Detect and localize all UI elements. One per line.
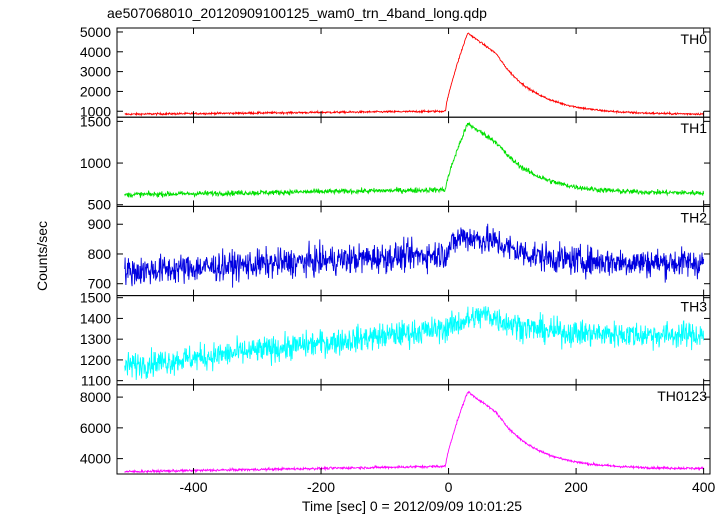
panel-th1: 500 1000 1500 TH1 [80,113,711,213]
y-tick-label: 1100 [81,373,111,389]
y-tick-label: 700 [88,276,112,292]
series-label-th3: TH3 [681,299,708,315]
series-line-th0123 [124,390,704,475]
panel-th3: 1100 1200 1300 1400 1500 TH3 [80,290,711,389]
y-tick-label: 900 [88,216,112,232]
series-line-th2 [124,223,705,288]
series-line-th0 [124,32,705,117]
series-label-th2: TH2 [681,209,708,225]
x-tick-label: 200 [564,479,588,495]
y-tick-label: 1500 [80,290,111,306]
y-tick-label: 2000 [80,83,111,99]
x-tick-label: 0 [445,479,453,495]
y-tick-label: 1200 [80,352,111,368]
x-tick-label: 400 [692,479,716,495]
series-label-th1: TH1 [681,120,708,136]
series-line-th3 [124,306,705,381]
y-tick-label: 5000 [80,24,111,40]
y-tick-label: 1000 [80,155,111,171]
x-axis-label: Time [sec] 0 = 2012/09/09 10:01:25 [302,498,522,514]
panel-th2: 700 800 900 TH2 [88,205,711,297]
panel-frame [116,27,711,118]
y-tick-label: 3000 [80,64,111,80]
series-label-th0123: TH0123 [657,388,707,404]
panel-frame [116,384,711,475]
series-label-th0: TH0 [681,31,708,47]
y-tick-label: 1500 [80,113,111,129]
series-line-th1 [124,121,705,199]
y-tick-label: 1400 [80,310,111,326]
panel-frame [116,205,711,297]
y-tick-label: 4000 [80,44,111,60]
panel-th0123: 4000 6000 8000 TH0123 [80,384,711,475]
y-tick-label: 500 [88,197,112,213]
panel-th0: 1000 2000 3000 4000 5000 TH0 [80,24,711,119]
x-tick-label: -400 [180,479,208,495]
x-tick-label: -200 [307,479,335,495]
chart-title: ae507068010_20120909100125_wam0_trn_4ban… [107,5,487,21]
y-tick-label: 6000 [80,420,111,436]
y-axis-label: Counts/sec [34,221,50,291]
y-tick-label: 800 [88,246,112,262]
y-tick-label: 1300 [80,331,111,347]
y-tick-label: 4000 [80,451,111,467]
y-tick-label: 8000 [80,389,111,405]
y-tick-label: 1000 [80,103,111,119]
